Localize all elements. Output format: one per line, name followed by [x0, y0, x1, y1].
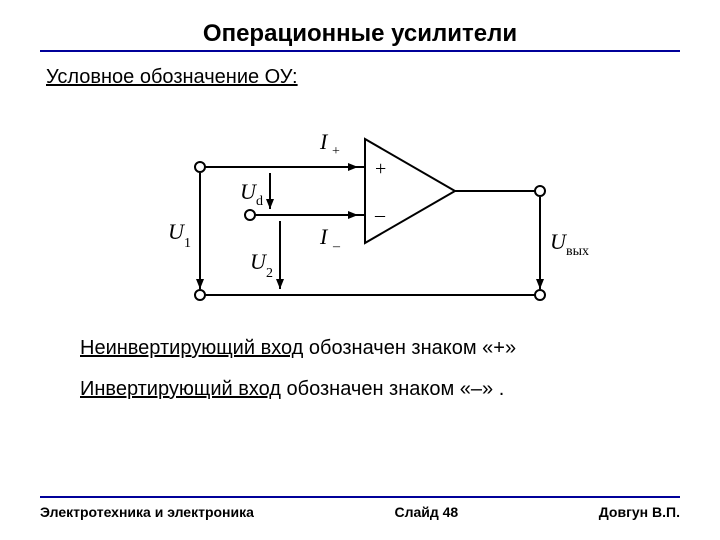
note-noninverting-underlined: Неинвертирующий вход	[80, 337, 303, 359]
svg-text:–: –	[374, 204, 386, 226]
svg-text:вых: вых	[566, 244, 589, 259]
note-noninverting: Неинвертирующий вход обозначен знаком «+…	[80, 337, 680, 360]
svg-text:+: +	[375, 158, 386, 180]
title-rule	[40, 50, 680, 52]
note-inverting-rest: обозначен знаком «–» .	[281, 378, 504, 400]
svg-text:I: I	[319, 129, 329, 154]
svg-text:+: +	[332, 144, 340, 159]
svg-text:2: 2	[266, 266, 273, 281]
note-inverting: Инвертирующий вход обозначен знаком «–» …	[80, 378, 680, 401]
footer-right: Довгун В.П.	[599, 504, 680, 520]
footer-rule	[40, 496, 680, 498]
subtitle: Условное обозначение ОУ:	[46, 66, 680, 89]
diagram-container: +–U1UdU2UвыхI+I–	[40, 99, 680, 319]
svg-text:d: d	[256, 194, 263, 209]
slide: Операционные усилители Условное обозначе…	[0, 0, 720, 540]
footer-center: Слайд 48	[394, 504, 458, 520]
footer: Электротехника и электроника Слайд 48 До…	[40, 496, 680, 520]
note-noninverting-rest: обозначен знаком «+»	[303, 337, 516, 359]
opamp-schematic: +–U1UdU2UвыхI+I–	[140, 99, 580, 319]
slide-title: Операционные усилители	[40, 20, 680, 48]
svg-text:I: I	[319, 224, 329, 249]
note-inverting-underlined: Инвертирующий вход	[80, 378, 281, 400]
svg-text:–: –	[332, 239, 341, 254]
svg-text:1: 1	[184, 236, 191, 251]
footer-left: Электротехника и электроника	[40, 504, 254, 520]
